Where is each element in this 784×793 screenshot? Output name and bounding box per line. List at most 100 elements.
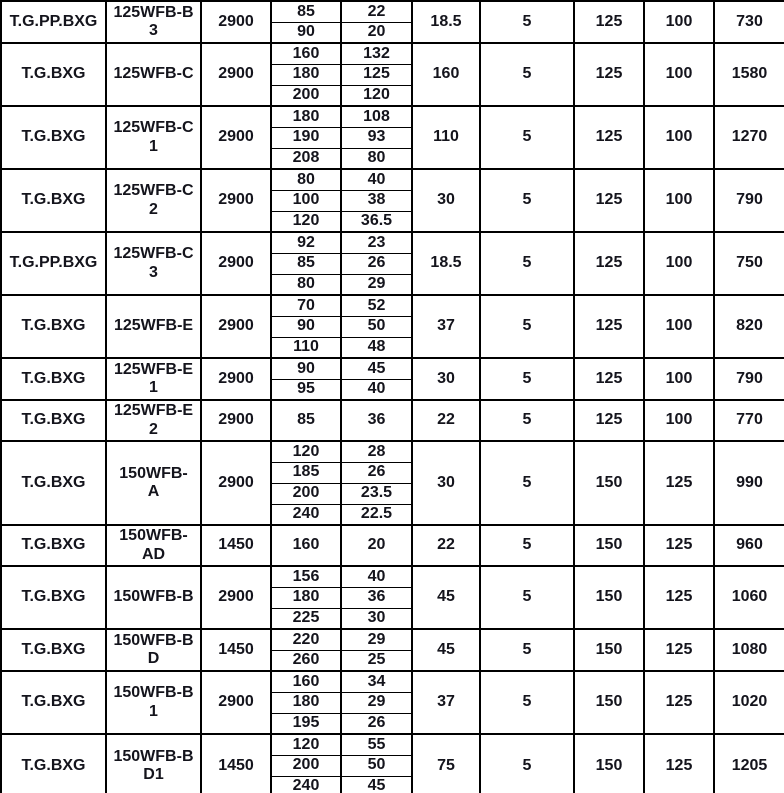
table-row: 120 36.5 xyxy=(1,210,784,233)
cell-flow: 180 xyxy=(270,105,342,128)
cell-outlet: 125 xyxy=(643,524,715,567)
cell-flow: 70 xyxy=(270,294,342,317)
cell-outlet: 125 xyxy=(643,670,715,735)
cell-power: 22 xyxy=(411,399,481,442)
cell-flow: 195 xyxy=(270,712,342,735)
cell-weight: 960 xyxy=(713,524,784,567)
cell-flow: 200 xyxy=(270,482,342,505)
cell-model: 125WFB-E 2 xyxy=(105,399,202,442)
cell-flow: 120 xyxy=(270,210,342,233)
cell-power: 110 xyxy=(411,105,481,170)
table-row: 80 29 xyxy=(1,273,784,296)
cell-model: 125WFB-C 3 xyxy=(105,231,202,296)
cell-col7: 5 xyxy=(479,42,575,107)
cell-inlet: 150 xyxy=(573,524,645,567)
cell-col7: 5 xyxy=(479,168,575,233)
cell-flow: 156 xyxy=(270,565,342,588)
cell-inlet: 125 xyxy=(573,42,645,107)
cell-flow: 100 xyxy=(270,189,342,212)
cell-outlet: 100 xyxy=(643,168,715,233)
cell-flow: 90 xyxy=(270,357,342,380)
cell-inlet: 150 xyxy=(573,565,645,630)
cell-model: 150WFB-B D xyxy=(105,628,202,672)
cell-series: T.G.PP.BXG xyxy=(0,231,107,296)
cell-head: 36 xyxy=(340,399,413,442)
cell-speed: 2900 xyxy=(200,105,272,170)
cell-head: 120 xyxy=(340,84,413,107)
cell-flow: 80 xyxy=(270,168,342,191)
cell-head: 26 xyxy=(340,252,413,275)
cell-power: 45 xyxy=(411,565,481,630)
table-row: T.G.PP.BXG 125WFB-C 3 2900 92 23 18.5 5 125 100 7… xyxy=(0,231,784,296)
cell-speed: 1450 xyxy=(200,733,272,793)
cell-head: 80 xyxy=(340,147,413,170)
cell-head: 20 xyxy=(340,524,413,567)
cell-head: 29 xyxy=(340,273,413,296)
cell-power: 160 xyxy=(411,42,481,107)
table-row: 180 29 xyxy=(1,691,784,714)
cell-flow: 85 xyxy=(270,252,342,275)
cell-weight: 1080 xyxy=(713,628,784,672)
cell-model: 125WFB-C 1 xyxy=(105,105,202,170)
table-row: T.G.BXG 125WFB-C 1 2900 180 108 110 5 125 100 127… xyxy=(0,105,784,170)
cell-head: 25 xyxy=(340,649,413,672)
cell-flow: 80 xyxy=(270,273,342,296)
cell-outlet: 100 xyxy=(643,294,715,359)
cell-head: 40 xyxy=(340,378,413,401)
cell-power: 45 xyxy=(411,628,481,672)
cell-outlet: 100 xyxy=(643,42,715,107)
cell-head: 50 xyxy=(340,754,413,777)
cell-inlet: 150 xyxy=(573,628,645,672)
cell-outlet: 125 xyxy=(643,565,715,630)
cell-inlet: 125 xyxy=(573,357,645,401)
cell-inlet: 150 xyxy=(573,733,645,793)
cell-weight: 1020 xyxy=(713,670,784,735)
table-row: T.G.BXG 125WFB-E 1 2900 90 45 30 5 125 100 790 xyxy=(0,357,784,401)
cell-series: T.G.BXG xyxy=(0,565,107,630)
cell-head: 108 xyxy=(340,105,413,128)
cell-power: 30 xyxy=(411,168,481,233)
cell-head: 93 xyxy=(340,126,413,149)
cell-series: T.G.BXG xyxy=(0,670,107,735)
cell-flow: 160 xyxy=(270,524,342,567)
cell-col7: 5 xyxy=(479,357,575,401)
table-row: 240 45 xyxy=(1,775,784,793)
cell-weight: 1580 xyxy=(713,42,784,107)
cell-col7: 5 xyxy=(479,565,575,630)
cell-flow: 240 xyxy=(270,775,342,793)
cell-flow: 220 xyxy=(270,628,342,651)
cell-model: 125WFB-E xyxy=(105,294,202,359)
cell-outlet: 100 xyxy=(643,231,715,296)
cell-flow: 92 xyxy=(270,231,342,254)
cell-weight: 770 xyxy=(713,399,784,442)
cell-model: 150WFB-B D1 xyxy=(105,733,202,793)
cell-inlet: 125 xyxy=(573,168,645,233)
cell-series: T.G.BXG xyxy=(0,105,107,170)
cell-flow: 90 xyxy=(270,315,342,338)
cell-flow: 185 xyxy=(270,461,342,484)
cell-head: 20 xyxy=(340,21,413,44)
cell-speed: 2900 xyxy=(200,399,272,442)
table-row: T.G.BXG 125WFB-C 2900 160 132 160 5 125 100 1580 xyxy=(0,42,784,107)
table-row: 90 50 xyxy=(1,315,784,338)
cell-head: 55 xyxy=(340,733,413,756)
cell-weight: 1205 xyxy=(713,733,784,793)
cell-series: T.G.BXG xyxy=(0,168,107,233)
cell-speed: 2900 xyxy=(200,231,272,296)
cell-weight: 1270 xyxy=(713,105,784,170)
cell-head: 36 xyxy=(340,586,413,609)
cell-power: 30 xyxy=(411,357,481,401)
cell-head: 132 xyxy=(340,42,413,65)
cell-speed: 2900 xyxy=(200,670,272,735)
table-row: 185 26 xyxy=(1,461,784,484)
cell-inlet: 125 xyxy=(573,399,645,442)
cell-flow: 85 xyxy=(270,399,342,442)
cell-series: T.G.PP.BXG xyxy=(0,0,107,44)
cell-head: 29 xyxy=(340,691,413,714)
cell-model: 125WFB-B 3 xyxy=(105,0,202,44)
cell-head: 23.5 xyxy=(340,482,413,505)
cell-weight: 990 xyxy=(713,440,784,526)
cell-speed: 2900 xyxy=(200,440,272,526)
